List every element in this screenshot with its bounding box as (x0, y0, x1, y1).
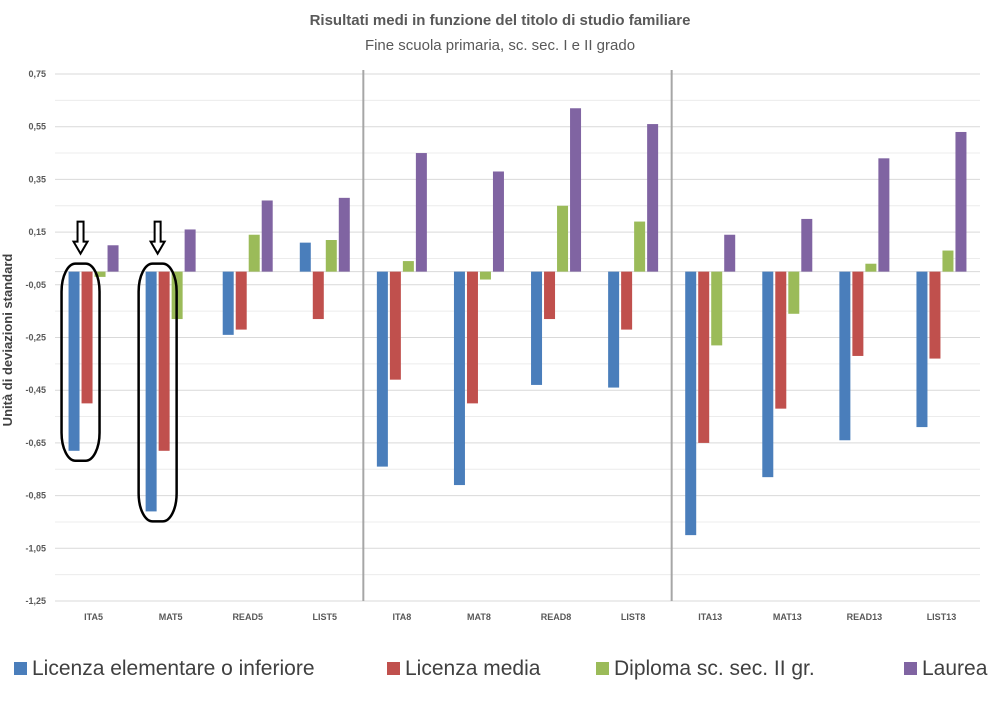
bar (570, 108, 582, 272)
bar (839, 271, 851, 441)
group-separators (362, 70, 673, 601)
bar (376, 271, 388, 467)
bar (107, 245, 119, 272)
bar (222, 271, 234, 335)
bar (145, 271, 157, 512)
bar (299, 242, 311, 272)
bar (801, 218, 813, 272)
x-axis-ticks: ITA5 MAT5 READ5 LIST5 ITA8 MAT8 READ8 LIST8 ITA1… (84, 612, 956, 622)
x-tick-label: MAT5 (159, 612, 183, 622)
bar (916, 271, 928, 428)
down-arrow-icon (148, 220, 167, 256)
y-axis-ticks: 0,75 0,55 0,35 0,15 -0,05 -0,25 -0,45 -0,65 -0,8… (25, 69, 46, 606)
bar (248, 234, 260, 272)
y-tick-label: 0,15 (28, 227, 46, 237)
x-tick-label: MAT13 (773, 612, 802, 622)
bar (389, 271, 401, 380)
bar (955, 131, 967, 272)
y-tick-label: -0,25 (25, 333, 46, 343)
y-tick-label: -0,85 (25, 491, 46, 501)
bar (544, 271, 556, 320)
x-tick-label: LIST8 (621, 612, 646, 622)
y-tick-label: 0,75 (28, 69, 46, 79)
legend-label: Laurea (922, 657, 988, 680)
y-axis-label: Unità di deviazioni standard (0, 254, 15, 427)
x-tick-label: READ8 (541, 612, 572, 622)
bar (81, 271, 93, 404)
chart-title: Risultati medi in funzione del titolo di… (310, 12, 691, 29)
bar (338, 197, 350, 272)
bar (685, 271, 697, 536)
bar (852, 271, 864, 356)
x-tick-label: ITA5 (84, 612, 103, 622)
bar (865, 263, 877, 272)
x-tick-label: READ13 (847, 612, 883, 622)
gridlines (55, 73, 980, 602)
bar (647, 124, 659, 272)
bar (788, 271, 800, 314)
y-tick-label: 0,55 (28, 122, 46, 132)
legend-swatch (596, 662, 609, 675)
y-tick-label: -0,65 (25, 438, 46, 448)
bar (415, 153, 427, 272)
bar (557, 205, 569, 272)
bar (621, 271, 633, 330)
legend-label: Licenza media (405, 657, 541, 680)
legend-swatch (387, 662, 400, 675)
bar (634, 221, 646, 272)
bar (531, 271, 543, 385)
annotation-ellipse (60, 262, 101, 463)
bar (184, 229, 196, 272)
bar (698, 271, 710, 443)
y-tick-label: -0,05 (25, 280, 46, 290)
x-tick-label: ITA8 (392, 612, 411, 622)
bar (608, 271, 620, 388)
x-tick-label: LIST5 (313, 612, 338, 622)
annotation-ellipse (137, 262, 178, 523)
legend: Licenza elementare o inferiore Licenza me… (14, 657, 988, 680)
bar (453, 271, 465, 486)
x-tick-label: ITA13 (698, 612, 722, 622)
y-tick-label: -0,45 (25, 385, 46, 395)
bar (878, 158, 890, 272)
bar (942, 250, 954, 272)
bar (325, 240, 337, 272)
bar (775, 271, 787, 409)
bar (724, 234, 736, 272)
chart-subtitle: Fine scuola primaria, sc. sec. I e II gr… (365, 37, 635, 54)
bar (929, 271, 941, 359)
bar (158, 271, 170, 451)
y-tick-label: -1,25 (25, 596, 46, 606)
bars (68, 108, 967, 536)
bar (466, 271, 478, 404)
legend-label: Diploma sc. sec. II gr. (614, 657, 815, 680)
down-arrow-icon (71, 220, 90, 256)
legend-swatch (904, 662, 917, 675)
legend-label: Licenza elementare o inferiore (32, 657, 315, 680)
bar (94, 271, 106, 277)
bar (261, 200, 273, 272)
bar (235, 271, 247, 330)
bar (479, 271, 491, 280)
x-tick-label: READ5 (232, 612, 263, 622)
y-tick-label: 0,35 (28, 174, 46, 184)
bar (762, 271, 774, 478)
bar (711, 271, 723, 346)
annotations (60, 220, 178, 523)
bar (68, 271, 80, 451)
bar (312, 271, 324, 320)
bar (402, 261, 414, 272)
x-tick-label: MAT8 (467, 612, 491, 622)
bar (492, 171, 504, 272)
y-tick-label: -1,05 (25, 543, 46, 553)
x-tick-label: LIST13 (927, 612, 957, 622)
legend-swatch (14, 662, 27, 675)
